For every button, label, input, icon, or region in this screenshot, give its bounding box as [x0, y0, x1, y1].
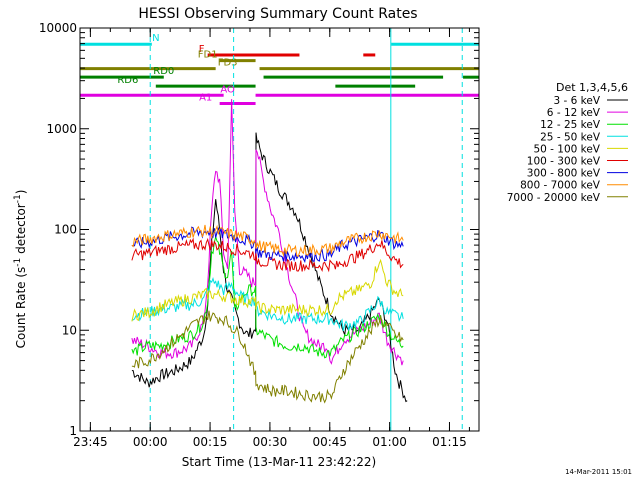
state-bar-label: RD6 — [117, 75, 138, 86]
y-tick-label: 100 — [54, 223, 77, 237]
legend-label: 300 - 800 keV — [527, 168, 601, 180]
x-tick-label: 00:30 — [253, 435, 288, 449]
state-bar-label: FD1 — [198, 50, 218, 61]
legend-label: 50 - 100 keV — [533, 143, 600, 155]
state-bar-label: RD0 — [153, 66, 174, 77]
legend-label: 3 - 6 keV — [553, 95, 600, 107]
timestamp: 14-Mar-2011 15:01 — [565, 468, 632, 476]
series-line — [131, 276, 404, 332]
x-tick-label: 00:45 — [312, 435, 347, 449]
state-bar-label: FD3 — [218, 58, 238, 69]
series-line — [131, 132, 408, 403]
chart-title: HESSI Observing Summary Count Rates — [138, 6, 417, 22]
legend-label: 800 - 7000 keV — [520, 180, 601, 192]
x-tick-label: 01:15 — [432, 435, 467, 449]
svg-text:Count Rate (s-1 detector-1): Count Rate (s-1 detector-1) — [13, 190, 28, 349]
series-line — [131, 310, 404, 404]
x-tick-label: 00:00 — [133, 435, 168, 449]
legend-label: 7000 - 20000 keV — [507, 192, 601, 204]
y-tick-label: 1 — [69, 424, 77, 438]
legend-label: 12 - 25 keV — [540, 119, 601, 131]
legend-title: Det 1,3,4,5,6 — [556, 81, 628, 94]
legend-label: 100 - 300 keV — [527, 156, 601, 168]
state-bar-label: AO — [220, 84, 235, 95]
series-line — [131, 258, 404, 322]
x-axis-title: Start Time (13-Mar-11 23:42:22) — [182, 455, 376, 469]
y-tick-label: 10 — [62, 323, 77, 337]
x-tick-label: 01:00 — [372, 435, 407, 449]
y-tick-label: 10000 — [39, 21, 77, 35]
x-tick-label: 00:15 — [193, 435, 228, 449]
legend-label: 25 - 50 keV — [540, 131, 601, 143]
x-tick-label: 23:45 — [73, 435, 108, 449]
series-line — [131, 226, 404, 264]
series-line — [131, 99, 404, 366]
y-axis-title: Count Rate (s-1 detector-1) — [13, 190, 28, 349]
state-bar-label: F — [199, 44, 205, 55]
state-bar-label: N — [152, 33, 159, 44]
legend-label: 6 - 12 keV — [547, 107, 601, 119]
y-tick-label: 1000 — [46, 122, 77, 136]
state-bar-label: A1 — [199, 93, 212, 104]
series-line — [131, 224, 404, 258]
series-line — [131, 237, 404, 273]
